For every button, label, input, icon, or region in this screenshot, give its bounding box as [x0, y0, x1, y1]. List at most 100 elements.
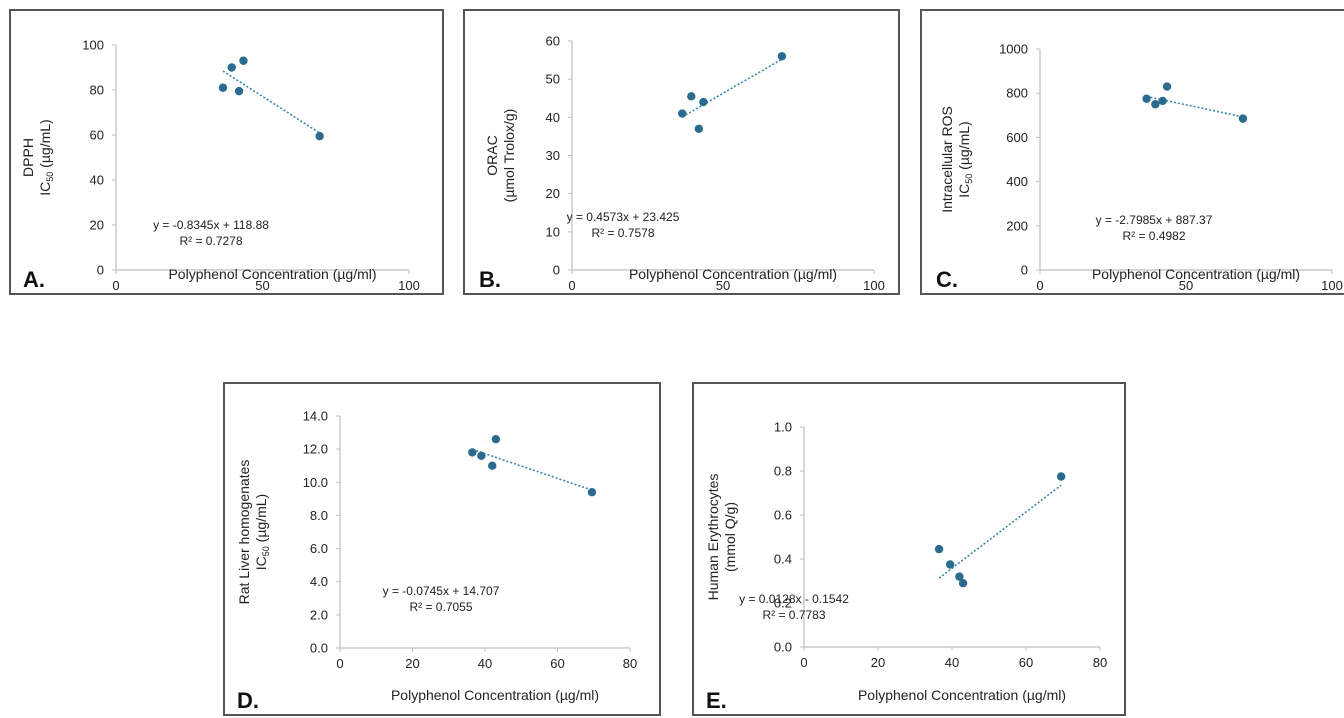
y-tick-label: 20 [90, 218, 104, 233]
y-axis-label: (mmol Q/g) [722, 502, 738, 572]
x-tick-label: 50 [716, 278, 730, 293]
y-tick-label: 8.0 [310, 508, 328, 523]
r-squared-label: R² = 0.7578 [591, 226, 654, 240]
r-squared-label: R² = 0.7278 [179, 234, 242, 248]
panel-label: B. [479, 267, 501, 292]
panel-label: A. [23, 267, 45, 292]
trendline-equation: y = -0.0745x + 14.707 [383, 584, 500, 598]
y-axis-label: IC50 (µg/mL) [956, 121, 974, 197]
data-point [477, 451, 486, 460]
x-axis-label: Polyphenol Concentration (µg/ml) [168, 266, 376, 282]
x-tick-label: 100 [863, 278, 885, 293]
data-point [227, 63, 236, 72]
x-tick-label: 40 [945, 655, 959, 670]
x-tick-label: 0 [112, 278, 119, 293]
y-tick-label: 0.4 [774, 552, 792, 567]
x-tick-label: 40 [478, 656, 492, 671]
data-point [678, 109, 687, 118]
data-point [218, 83, 228, 92]
r-squared-label: R² = 0.7783 [762, 608, 825, 622]
data-point [777, 52, 787, 61]
y-tick-label: 400 [1006, 174, 1028, 189]
r-squared-label: R² = 0.4982 [1122, 229, 1185, 243]
y-tick-label: 600 [1006, 130, 1028, 145]
y-tick-label: 80 [90, 83, 104, 98]
data-point [1142, 94, 1151, 103]
x-tick-label: 50 [1179, 278, 1193, 293]
x-axis-label: Polyphenol Concentration (µg/ml) [629, 266, 837, 282]
data-point [587, 488, 597, 497]
y-tick-label: 1000 [999, 42, 1028, 57]
trendline [938, 484, 1062, 579]
trendline [222, 70, 321, 134]
y-tick-label: 50 [546, 72, 560, 87]
data-point [239, 56, 248, 65]
y-tick-label: 6.0 [310, 541, 328, 556]
data-point [699, 97, 708, 107]
y-tick-label: 2.0 [310, 607, 328, 622]
y-tick-label: 60 [90, 128, 104, 143]
data-point [1056, 472, 1066, 481]
y-tick-label: 0.8 [774, 464, 792, 479]
y-axis-label: DPPH [20, 138, 36, 177]
x-axis-label: Polyphenol Concentration (µg/ml) [391, 687, 599, 703]
y-tick-label: 1.0 [774, 420, 792, 435]
y-tick-label: 10.0 [303, 475, 328, 490]
y-tick-label: 14.0 [303, 409, 328, 424]
data-point [315, 131, 324, 141]
y-tick-label: 20 [546, 186, 560, 201]
y-tick-label: 60 [546, 34, 560, 49]
data-point [1238, 114, 1248, 123]
x-tick-label: 60 [1019, 655, 1033, 670]
panel-label: E. [706, 688, 727, 713]
y-tick-label: 0.0 [774, 640, 792, 655]
y-axis-label: Human Erythrocytes [705, 474, 721, 601]
y-tick-label: 0.0 [310, 641, 328, 656]
data-point [955, 572, 964, 581]
r-squared-label: R² = 0.7055 [409, 600, 472, 614]
x-tick-label: 100 [398, 278, 420, 293]
y-tick-label: 40 [546, 110, 560, 125]
y-axis-label: IC50 (µg/mL) [37, 119, 55, 195]
data-point [491, 435, 501, 444]
chart-panel-a: 0 50 100 0 20 40 60 80 100 DPPH IC50 (µg/mL) Polyph… [9, 9, 444, 295]
data-point [1158, 96, 1167, 106]
scatter-chart-b: 0 50 100 0 10 20 30 40 50 60 ORAC (µmol Trolox/g) Po… [479, 34, 885, 294]
y-axis-label: (µmol Trolox/g) [501, 109, 517, 203]
x-tick-label: 80 [1093, 655, 1107, 670]
x-tick-label: 50 [255, 278, 269, 293]
data-point [234, 86, 244, 96]
x-tick-label: 0 [336, 656, 343, 671]
trendline-equation: y = -0.8345x + 118.88 [153, 218, 269, 232]
x-tick-label: 0 [568, 278, 575, 293]
y-tick-label: 0.2 [774, 596, 792, 611]
x-tick-label: 80 [623, 656, 637, 671]
y-axis-label: Rat Liver homogenates [236, 460, 252, 605]
y-tick-label: 800 [1006, 86, 1028, 101]
y-tick-label: 0 [97, 263, 104, 278]
data-point [958, 579, 968, 588]
y-tick-label: 0 [553, 263, 560, 278]
trendline-equation: y = 0.4573x + 23.425 [567, 210, 680, 224]
x-tick-label: 0 [1036, 278, 1043, 293]
x-axis-label: Polyphenol Concentration (µg/ml) [858, 687, 1066, 703]
x-tick-label: 20 [405, 656, 419, 671]
chart-panel-c: 0 50 100 0 200 400 600 800 1000 Intracellular ROS… [920, 9, 1344, 295]
trendline-equation: y = 0.0128x - 0.1542 [739, 592, 849, 606]
y-axis-label: Intracellular ROS [939, 106, 955, 213]
panel-label: D. [237, 688, 259, 713]
y-tick-label: 40 [90, 173, 104, 188]
chart-panel-d: 0 20 40 60 80 0.0 2.0 4.0 6.0 8.0 10.0 12.0 14.0 Rat … [223, 382, 661, 716]
y-axis-label: ORAC [484, 135, 500, 175]
trendline [472, 448, 593, 491]
data-point [1151, 100, 1160, 109]
y-tick-label: 0.6 [774, 508, 792, 523]
data-point [468, 448, 477, 457]
data-point [945, 560, 955, 569]
y-tick-label: 4.0 [310, 574, 328, 589]
scatter-chart-d: 0 20 40 60 80 0.0 2.0 4.0 6.0 8.0 10.0 12.0 14.0 Rat … [236, 409, 637, 714]
y-tick-label: 12.0 [303, 442, 328, 457]
data-point [934, 544, 944, 554]
